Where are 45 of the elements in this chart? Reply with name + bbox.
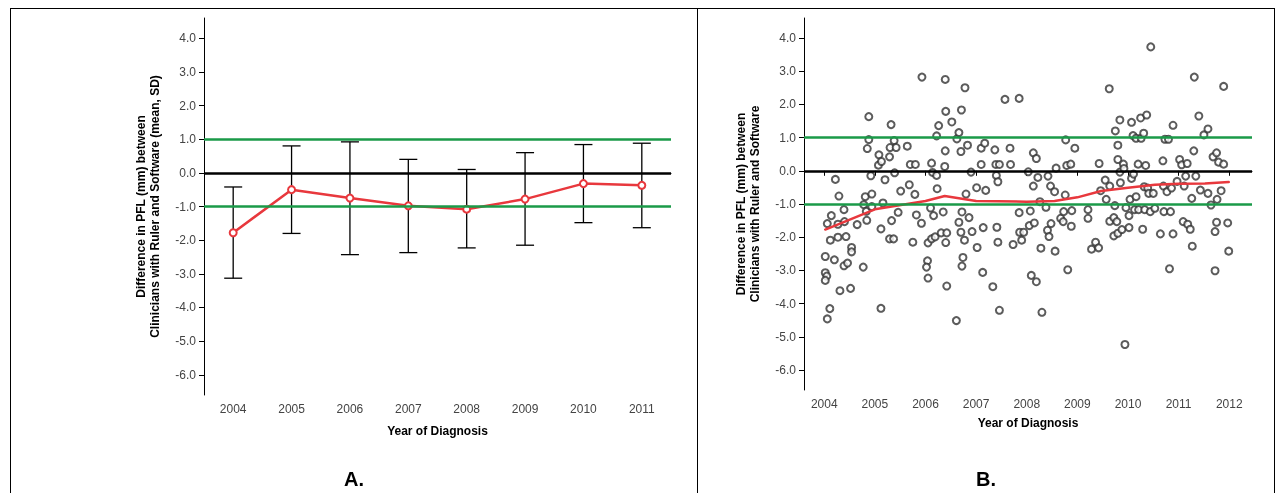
y-tick-label: -2.0 [775,230,797,245]
y-tick-label: 0.0 [179,165,197,180]
y-tick-label: -3.0 [775,263,797,278]
x-tick-label: 2011 [628,402,656,416]
y-tick-label: -1.0 [175,199,197,214]
y-tick-label: 2.0 [779,97,797,112]
x-tick-label: 2007 [962,397,990,411]
y-tick-label: -6.0 [175,367,197,382]
x-tick-label: 2005 [278,402,306,416]
y-tick-label: -4.0 [175,300,197,315]
y-tick-label: -1.0 [775,197,797,211]
x-tick-label: 2008 [1013,397,1041,411]
x-tick-label: 2008 [453,402,481,416]
y-tick-label: -5.0 [775,329,797,344]
x-tick-label: 2006 [336,402,364,416]
x-axis-title: Year of Diagnosis [387,424,489,438]
y-tick-label: 1.0 [779,130,797,145]
y-tick-label: 4.0 [179,31,197,46]
y-tick-label: 1.0 [179,132,197,147]
x-tick-label: 2009 [1064,397,1092,411]
y-tick-label: 3.0 [779,64,797,79]
x-tick-label: 2004 [810,397,838,411]
x-tick-label: 2010 [570,402,598,416]
y-tick-label: 2.0 [179,98,197,113]
x-tick-label: 2004 [219,402,247,416]
x-tick-label: 2010 [1114,397,1142,411]
y-tick-label: -2.0 [175,233,197,248]
y-tick-label: 3.0 [179,64,197,79]
y-tick-label: -5.0 [175,334,197,349]
y-tick-label: -3.0 [175,266,197,281]
y-tick-label: 0.0 [779,163,797,178]
x-tick-label: 2006 [912,397,940,411]
y-tick-label: -6.0 [775,363,797,378]
text: A. [344,468,364,490]
x-axis-title: Year of Diagnosis [977,416,1079,430]
x-tick-label: 2009 [511,402,539,416]
x-tick-label: 2007 [394,402,422,416]
x-tick-label: 2011 [1165,397,1192,411]
y-tick-label: 4.0 [779,30,797,45]
y-axis-title: Difference in PFL (mm) between Clinicians with Ruler and Software (mean, SD) [134,75,162,338]
y-tick-label: -4.0 [775,296,797,311]
y-axis-title: Difference in PFL (mm) between Clinicians with Ruler and Software [734,105,762,303]
x-tick-label: 2012 [1215,397,1243,411]
text: B. [976,468,996,490]
x-tick-label: 2005 [861,397,889,411]
